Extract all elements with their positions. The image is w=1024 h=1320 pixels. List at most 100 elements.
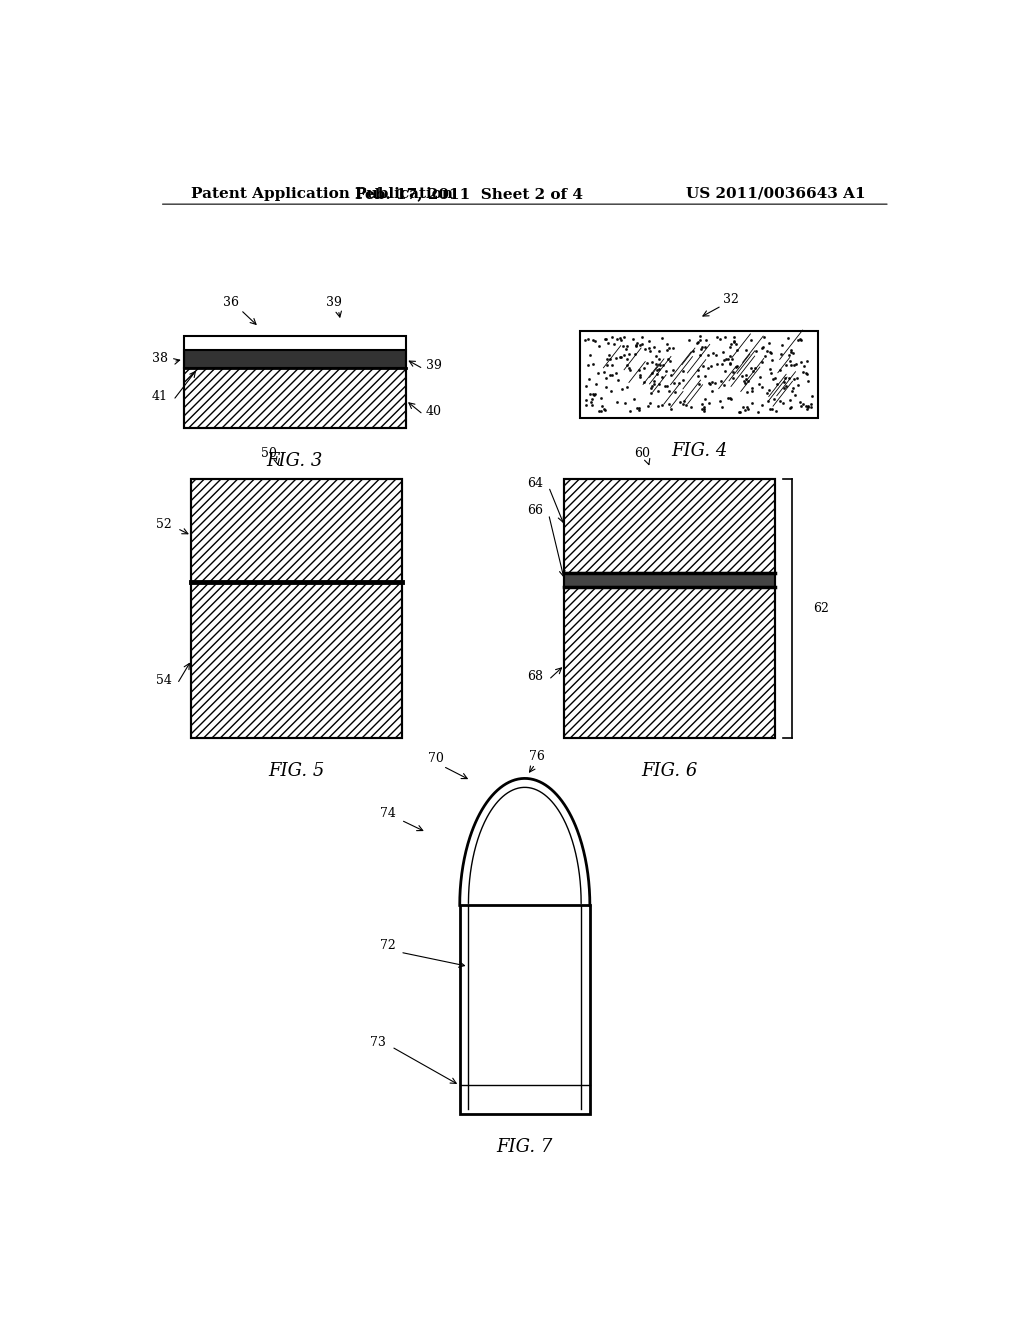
Point [639, 352, 655, 374]
Point [792, 392, 808, 413]
Point [660, 393, 677, 414]
Text: 72: 72 [381, 939, 396, 952]
Point [700, 345, 717, 366]
Point [695, 396, 712, 417]
Bar [564, 479, 775, 573]
Point [618, 354, 635, 375]
Point [759, 341, 775, 362]
Point [649, 395, 666, 416]
Point [726, 331, 742, 352]
Point [641, 337, 657, 358]
Point [798, 362, 814, 383]
Point [764, 399, 780, 420]
Point [735, 370, 752, 391]
Point [722, 388, 738, 409]
Point [636, 358, 652, 379]
Point [764, 350, 780, 371]
Text: 40: 40 [426, 404, 441, 417]
Point [752, 374, 768, 395]
Point [764, 368, 780, 389]
Point [609, 370, 626, 391]
Bar [564, 573, 775, 587]
Point [761, 380, 777, 401]
Point [585, 384, 601, 405]
Point [788, 367, 805, 388]
Point [654, 395, 671, 416]
Point [743, 378, 760, 399]
Point [580, 355, 596, 376]
Point [645, 374, 662, 395]
Point [584, 395, 600, 416]
Text: FIG. 7: FIG. 7 [497, 1138, 553, 1156]
Point [689, 333, 706, 354]
Bar [564, 479, 775, 738]
Point [598, 327, 614, 348]
Point [772, 360, 788, 381]
Point [615, 345, 632, 366]
Text: 64: 64 [527, 477, 543, 490]
Text: 68: 68 [527, 669, 543, 682]
Point [771, 391, 787, 412]
Text: 52: 52 [156, 519, 172, 532]
Point [708, 345, 724, 366]
Point [698, 330, 715, 351]
Point [626, 389, 642, 411]
Point [578, 395, 594, 416]
Text: 39: 39 [426, 359, 441, 372]
Text: 36: 36 [223, 296, 240, 309]
Point [738, 339, 755, 360]
Text: 74: 74 [380, 807, 396, 820]
Point [636, 371, 652, 392]
Point [666, 372, 682, 393]
Point [628, 345, 644, 366]
Point [781, 351, 798, 372]
Point [694, 355, 711, 376]
Point [675, 370, 691, 391]
Point [713, 370, 729, 391]
Point [786, 384, 803, 405]
Point [715, 342, 731, 363]
Point [685, 341, 701, 362]
Bar [183, 368, 406, 428]
Point [780, 327, 797, 348]
Point [736, 400, 753, 421]
Point [643, 351, 659, 372]
Point [651, 358, 668, 379]
Point [650, 348, 667, 370]
Point [585, 330, 601, 351]
Point [763, 342, 779, 363]
Point [692, 326, 709, 347]
Point [712, 391, 728, 412]
Point [583, 391, 599, 412]
Point [644, 362, 660, 383]
Point [799, 351, 815, 372]
Point [714, 354, 730, 375]
Point [643, 378, 659, 399]
Point [724, 348, 740, 370]
Point [716, 375, 732, 396]
Bar [581, 331, 818, 417]
Point [642, 341, 658, 362]
Point [706, 343, 722, 364]
Point [727, 356, 743, 378]
Point [632, 364, 648, 385]
Point [723, 333, 739, 354]
Point [692, 345, 709, 366]
Point [671, 372, 687, 393]
Point [622, 358, 638, 379]
Point [642, 392, 658, 413]
Bar [191, 479, 401, 582]
Point [591, 335, 607, 356]
Point [775, 378, 792, 399]
Point [709, 326, 725, 347]
Point [690, 366, 707, 387]
Point [736, 372, 753, 393]
Point [726, 326, 742, 347]
Point [658, 333, 675, 354]
Point [590, 363, 606, 384]
Bar [191, 479, 401, 738]
Point [660, 380, 677, 401]
Point [608, 347, 625, 368]
Point [744, 360, 761, 381]
Point [781, 367, 798, 388]
